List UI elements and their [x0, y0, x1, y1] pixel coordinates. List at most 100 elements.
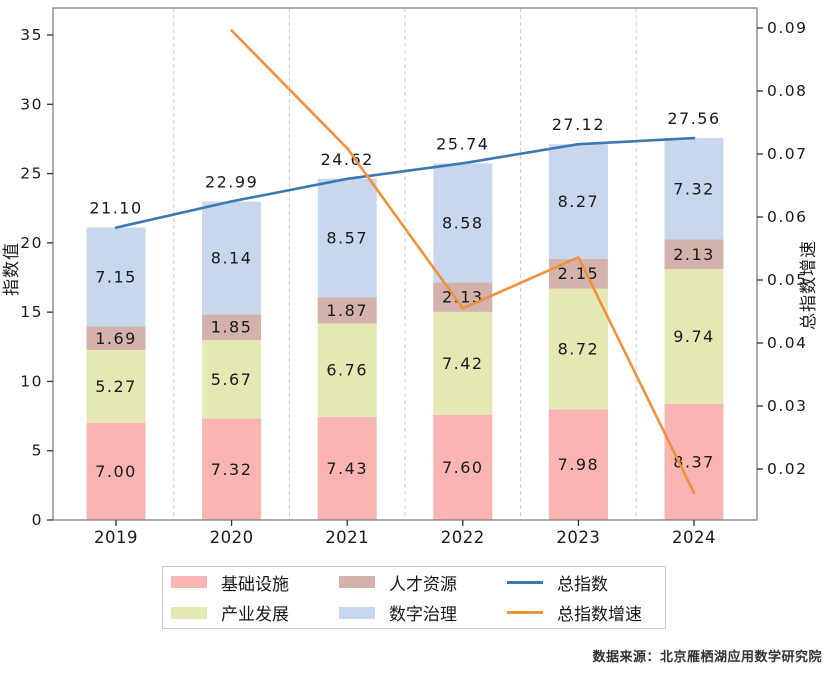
legend-label: 总指数增速 — [557, 605, 642, 626]
bar-total-label: 27.12 — [552, 115, 605, 134]
plot-border — [52, 7, 758, 521]
bar-segment-产业发展 — [548, 288, 608, 410]
bar-segment-基础设施 — [433, 414, 493, 520]
bar-segment-基础设施 — [664, 404, 724, 520]
right-tick-label: 0.05 — [767, 271, 808, 289]
line-series-总指数增速 — [230, 29, 696, 495]
right-tick-label: 0.02 — [767, 460, 808, 478]
legend-item-产业发展: 产业发展 — [171, 598, 339, 629]
right-tick-label: 0.08 — [767, 82, 808, 100]
right-tick-label: 0.03 — [767, 397, 808, 415]
legend-line-swatch — [507, 611, 543, 615]
bar-segment-value: 2.13 — [673, 245, 715, 264]
bar-segment-数字治理 — [664, 138, 724, 240]
bar-segment-value: 8.72 — [558, 340, 600, 359]
bar-segment-数字治理 — [202, 201, 262, 315]
bar-segment-value: 8.37 — [673, 453, 715, 472]
bar-segment-value: 8.14 — [211, 248, 253, 267]
bar-segment-数字治理 — [548, 144, 608, 259]
legend-label: 数字治理 — [389, 605, 457, 626]
legend-label: 产业发展 — [221, 605, 289, 626]
bar-segment-基础设施 — [202, 418, 262, 520]
legend-item-数字治理: 数字治理 — [339, 598, 507, 629]
left-tick-label: 15 — [20, 303, 43, 321]
legend-label: 总指数 — [557, 574, 608, 595]
bar-segment-value: 8.57 — [326, 229, 368, 248]
left-tick-label: 30 — [20, 95, 43, 113]
right-tick-label: 0.04 — [767, 334, 808, 352]
bar-segment-人才资源 — [548, 258, 608, 289]
bar-segment-产业发展 — [86, 349, 146, 424]
bar-segment-value: 7.32 — [673, 179, 715, 198]
bar-segment-value: 1.85 — [211, 318, 253, 337]
x-tick-label: 2024 — [672, 528, 716, 547]
legend-color-swatch — [171, 606, 207, 619]
bar-segment-value: 7.43 — [326, 459, 368, 478]
bar-segment-产业发展 — [664, 269, 724, 405]
bar-segment-产业发展 — [317, 323, 377, 418]
bar-segment-value: 6.76 — [326, 361, 368, 380]
bar-segment-value: 2.15 — [558, 264, 600, 283]
legend-line-swatch — [507, 580, 543, 584]
x-tick-label: 2020 — [210, 528, 254, 547]
right-tick-label: 0.09 — [767, 19, 808, 37]
bar-segment-value: 1.69 — [95, 329, 137, 348]
bar-total-label: 25.74 — [436, 134, 489, 153]
chart-legend: 基础设施产业发展 人才资源数字治理 总指数总指数增速 — [162, 566, 666, 629]
bar-segment-人才资源 — [86, 326, 146, 350]
bar-segment-value: 7.42 — [442, 354, 484, 373]
source-note: 数据来源：北京雁栖湖应用数学研究院 — [592, 650, 822, 665]
x-tick-label: 2023 — [556, 528, 600, 547]
left-tick-label: 5 — [32, 442, 43, 460]
bar-segment-value: 8.27 — [558, 192, 600, 211]
bar-segment-基础设施 — [86, 423, 146, 520]
bar-segment-人才资源 — [317, 297, 377, 324]
bar-segment-人才资源 — [202, 314, 262, 340]
x-tick-label: 2022 — [441, 528, 485, 547]
legend-item-总指数: 总指数 — [507, 567, 665, 598]
bar-segment-value: 5.67 — [211, 370, 253, 389]
bar-segment-value: 2.13 — [442, 288, 484, 307]
bar-segment-value: 7.98 — [558, 455, 600, 474]
x-tick-label: 2021 — [325, 528, 369, 547]
bar-segment-产业发展 — [202, 339, 262, 419]
bar-total-label: 27.56 — [667, 109, 720, 128]
legend-color-swatch — [339, 606, 375, 619]
left-tick-label: 0 — [32, 511, 43, 529]
x-tick-label: 2019 — [94, 528, 138, 547]
bar-segment-数字治理 — [433, 163, 493, 283]
legend-color-swatch — [339, 576, 375, 589]
line-series-总指数 — [114, 136, 696, 229]
bar-segment-基础设施 — [317, 417, 377, 520]
bar-segment-value: 7.32 — [211, 460, 253, 479]
right-axis-title: 总指数增速 — [799, 240, 819, 330]
legend-item-总指数增速: 总指数增速 — [507, 598, 665, 629]
legend-color-swatch — [171, 576, 207, 589]
bar-total-label: 22.99 — [205, 172, 258, 191]
bar-segment-value: 8.58 — [442, 213, 484, 232]
bar-segment-value: 7.00 — [95, 462, 137, 481]
left-tick-label: 10 — [20, 372, 43, 390]
bar-segment-value: 7.60 — [442, 458, 484, 477]
bar-segment-基础设施 — [548, 409, 608, 520]
bar-segment-value: 9.74 — [673, 327, 715, 346]
left-tick-label: 25 — [20, 165, 43, 183]
left-axis-title: 指数值 — [2, 242, 22, 296]
bar-segment-数字治理 — [86, 227, 146, 327]
bar-segment-人才资源 — [664, 239, 724, 270]
legend-label: 人才资源 — [389, 574, 457, 595]
bar-segment-产业发展 — [433, 311, 493, 415]
legend-item-基础设施: 基础设施 — [171, 567, 339, 598]
bar-segment-value: 7.15 — [95, 268, 137, 287]
left-tick-label: 20 — [20, 234, 43, 252]
right-tick-label: 0.07 — [767, 145, 808, 163]
bar-segment-value: 1.87 — [326, 301, 368, 320]
bar-segment-value: 5.27 — [95, 377, 137, 396]
left-tick-label: 35 — [20, 26, 43, 44]
bar-total-label: 24.62 — [321, 150, 374, 169]
bar-total-label: 21.10 — [89, 199, 142, 218]
legend-item-人才资源: 人才资源 — [339, 567, 507, 598]
legend-label: 基础设施 — [221, 574, 289, 595]
